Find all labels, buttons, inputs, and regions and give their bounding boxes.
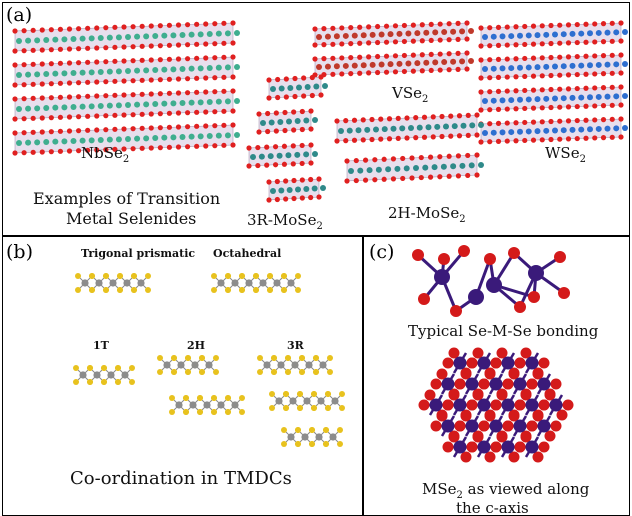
mose2-3r-slab-1: [256, 108, 318, 135]
nbse2-slab-2: [12, 88, 240, 122]
vse2-slab-0: [312, 20, 474, 48]
mose2-3r-label: 3R-MoSe2: [247, 211, 323, 232]
panel-c-caption-bottom-line1: MSe2 as viewed along: [422, 480, 590, 501]
panel-a-label: (a): [6, 4, 33, 26]
panel-c-label: (c): [369, 241, 395, 263]
polytype-2h-layer-1: [157, 355, 219, 375]
mose2-3r-slab-2: [246, 142, 318, 169]
trigonal-prismatic-structure: [75, 273, 151, 293]
panel-b-structures: [73, 273, 345, 447]
polytype-3r-layer-1: [257, 355, 333, 375]
panel-c-structures: [412, 245, 574, 463]
polytype-2h-layer-2: [169, 395, 245, 415]
octahedral-title: Octahedral: [213, 247, 282, 260]
panel-b-label: (b): [6, 241, 33, 263]
trigonal-prismatic-title: Trigonal prismatic: [81, 247, 196, 260]
mose2-2h-label: 2H-MoSe2: [388, 204, 466, 225]
nbse2-label: NbSe2: [81, 144, 130, 165]
panel-a: (a) NbSe2 VSe2 WSe2 3R-MoSe2 2H-MoSe2 Ex…: [2, 2, 630, 236]
mose2-3r-slab-0: [266, 74, 328, 101]
mose2-2h-slab-1: [344, 152, 484, 184]
panel-b-caption: Co-ordination in TMDCs: [70, 468, 292, 489]
octahedral-structure: [211, 273, 301, 293]
panel-a-structures: [12, 20, 628, 203]
mose2-3r-slab-3: [266, 176, 326, 203]
panel-a-caption-line2: Metal Selenides: [66, 209, 197, 228]
nbse2-slab-3: [12, 122, 240, 156]
nbse2-slab-0: [12, 20, 240, 54]
panel-a-caption-line1: Examples of Transition: [33, 189, 221, 208]
polytype-3r-layer-3: [281, 427, 343, 447]
se-m-se-bonding-structure: [412, 245, 570, 317]
wse2-slab-0: [478, 20, 628, 49]
panel-b: (b) Trigonal prismatic Octahedral 1T 2H …: [2, 236, 363, 516]
mose2-2h-slab-0: [334, 112, 484, 144]
wse2-slab-2: [478, 84, 628, 113]
panel-c: (c) Typical Se-M-Se bonding MSe2 as view…: [363, 236, 630, 516]
vse2-label: VSe2: [392, 84, 429, 105]
wse2-slab-1: [478, 52, 628, 81]
polytype-3r-label: 3R: [287, 339, 304, 352]
polytype-2h-label: 2H: [187, 339, 206, 352]
c-axis-view-structure: [418, 347, 574, 463]
wse2-slab-3: [478, 116, 628, 145]
polytype-3r-layer-2: [269, 391, 345, 411]
panel-c-caption-top: Typical Se-M-Se bonding: [408, 322, 599, 340]
polytype-1t-structure: [73, 365, 135, 385]
vse2-slab-1: [312, 50, 474, 78]
panel-c-caption-bottom-line2: the c-axis: [456, 499, 529, 516]
wse2-label: WSe2: [545, 144, 586, 165]
nbse2-slab-1: [12, 54, 240, 88]
polytype-1t-label: 1T: [93, 339, 109, 352]
